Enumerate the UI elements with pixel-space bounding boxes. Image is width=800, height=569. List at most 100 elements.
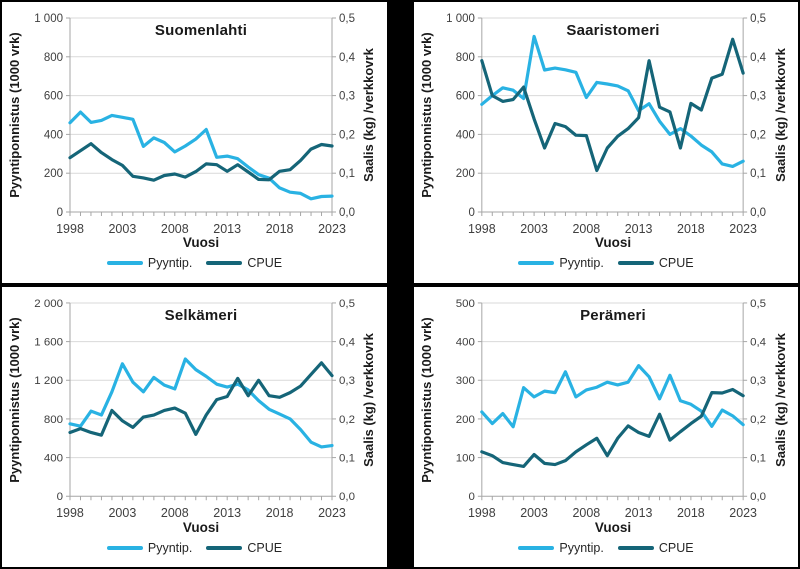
right-tick-label: 0,1 <box>339 168 355 180</box>
left-tick-label: 200 <box>456 168 475 180</box>
right-tick-label: 0,2 <box>339 414 355 426</box>
x-tick-label: 2018 <box>266 506 294 520</box>
left-tick-label: 200 <box>456 414 475 426</box>
right-tick-label: 0,0 <box>750 207 766 219</box>
x-tick-label: 1998 <box>468 506 496 520</box>
right-tick-label: 0,2 <box>339 129 355 141</box>
right-tick-label: 0,0 <box>750 491 766 503</box>
x-tick-label: 2013 <box>213 506 241 520</box>
x-tick-label: 2008 <box>161 222 189 236</box>
legend-item-cpue: CPUE <box>617 541 694 555</box>
right-tick-label: 0,0 <box>339 491 355 503</box>
right-tick-label: 0,4 <box>750 52 767 64</box>
x-axis-title: Vuosi <box>594 235 632 250</box>
legend: Pyyntip. CPUE <box>2 539 387 557</box>
x-tick-label: 2008 <box>161 506 189 520</box>
x-tick-label: 2003 <box>109 506 137 520</box>
right-tick-label: 0,4 <box>750 337 767 349</box>
left-axis-title: Pyyntiponnistus (1000 vrk) <box>7 317 22 483</box>
left-tick-label: 0 <box>57 491 63 503</box>
left-tick-label: 800 <box>44 52 63 64</box>
legend-item-cpue: CPUE <box>617 256 694 270</box>
chart-plot-suomenlahti: 0 0,0 200 0,1 400 0,2 600 0,3 800 0,4 1 000 0,5 1998… <box>34 13 356 236</box>
left-tick-label: 800 <box>44 414 63 426</box>
legend-item-pyyntip: Pyyntip. <box>518 256 604 270</box>
legend: Pyyntip. CPUE <box>414 539 798 557</box>
x-tick-label: 2003 <box>520 222 548 236</box>
legend-item-cpue: CPUE <box>206 256 282 270</box>
x-tick-label: 1998 <box>56 506 84 520</box>
legend-label-pyyntip: Pyyntip. <box>147 256 193 270</box>
right-axis-title: Saalis (kg) /verkkovrk <box>773 48 788 182</box>
legend-label-cpue: CPUE <box>658 256 694 270</box>
x-tick-label: 2018 <box>677 222 705 236</box>
left-axis-title: Pyyntiponnistus (1000 vrk) <box>7 32 22 198</box>
left-tick-label: 400 <box>456 337 475 349</box>
right-tick-label: 0,0 <box>339 207 355 219</box>
right-tick-label: 0,1 <box>339 453 355 465</box>
left-tick-label: 0 <box>468 207 474 219</box>
x-axis-title: Vuosi <box>182 520 220 535</box>
legend-item-pyyntip: Pyyntip. <box>518 541 604 555</box>
right-tick-label: 0,5 <box>339 13 355 25</box>
left-tick-label: 400 <box>44 129 63 141</box>
chart-panel-suomenlahti: 0 0,0 200 0,1 400 0,2 600 0,3 800 0,4 1 000 0,5 1998… <box>2 2 387 283</box>
legend-label-pyyntip: Pyyntip. <box>559 541 604 555</box>
right-axis-title: Saalis (kg) /verkkovrk <box>773 333 788 467</box>
left-tick-label: 300 <box>456 375 475 387</box>
x-axis-title: Vuosi <box>594 520 632 535</box>
chart-title: Perämeri <box>580 307 646 324</box>
left-tick-label: 800 <box>456 52 475 64</box>
x-tick-label: 2018 <box>677 506 705 520</box>
legend-label-cpue: CPUE <box>247 541 283 555</box>
legend-line-pyyntip-icon <box>518 546 555 550</box>
x-axis-title: Vuosi <box>182 235 220 250</box>
x-tick-label: 2023 <box>729 506 757 520</box>
legend: Pyyntip. CPUE <box>414 254 798 272</box>
chart-title: Suomenlahti <box>154 22 248 39</box>
x-tick-label: 2023 <box>729 222 757 236</box>
x-tick-label: 2013 <box>625 222 653 236</box>
series-cpue-line <box>480 387 745 469</box>
left-tick-label: 400 <box>44 453 63 465</box>
series-pyyntip-line <box>68 110 334 201</box>
chart-plot-selkameri: 0 0,0 400 0,1 800 0,2 1 200 0,3 1 600 0,4 2 000 0,5… <box>34 298 356 520</box>
legend: Pyyntip. CPUE <box>2 254 387 272</box>
x-tick-label: 2018 <box>266 222 294 236</box>
right-axis-title: Saalis (kg) /verkkovrk <box>361 333 376 467</box>
right-tick-label: 0,4 <box>339 337 356 349</box>
x-tick-label: 1998 <box>56 222 84 236</box>
right-tick-label: 0,2 <box>750 129 766 141</box>
left-tick-label: 600 <box>456 91 475 103</box>
chart-plot-perameri: 0 0,0 100 0,1 200 0,2 300 0,3 400 0,4 500 0,5 1998 20… <box>456 298 767 520</box>
chart-title: Selkämeri <box>164 307 238 324</box>
chart-panel-saaristomeri: 0 0,0 200 0,1 400 0,2 600 0,3 800 0,4 1 000 0,5 1998… <box>414 2 798 283</box>
series-pyyntip-line <box>480 364 745 429</box>
left-tick-label: 2 000 <box>34 298 63 310</box>
legend-item-cpue: CPUE <box>206 541 282 555</box>
left-axis-title: Pyyntiponnistus (1000 vrk) <box>419 317 434 483</box>
x-tick-label: 2013 <box>213 222 241 236</box>
right-tick-label: 0,3 <box>339 375 355 387</box>
left-tick-label: 400 <box>456 129 475 141</box>
legend-label-cpue: CPUE <box>247 256 283 270</box>
right-tick-label: 0,3 <box>750 91 766 103</box>
left-tick-label: 600 <box>44 91 63 103</box>
series-cpue-line <box>68 142 334 182</box>
x-tick-label: 2023 <box>318 506 346 520</box>
right-tick-label: 0,3 <box>750 375 766 387</box>
left-tick-label: 1 000 <box>34 13 63 25</box>
right-tick-label: 0,3 <box>339 91 355 103</box>
left-tick-label: 200 <box>44 168 63 180</box>
right-tick-label: 0,4 <box>339 52 356 64</box>
chart-panel-selkameri: 0 0,0 400 0,1 800 0,2 1 200 0,3 1 600 0,4 2 000 0,5… <box>2 287 387 567</box>
legend-line-cpue-icon <box>206 261 243 265</box>
legend-line-pyyntip-icon <box>106 546 143 550</box>
right-tick-label: 0,1 <box>750 168 766 180</box>
right-tick-label: 0,5 <box>339 298 355 310</box>
legend-line-cpue-icon <box>617 546 654 550</box>
chart-plot-saaristomeri: 0 0,0 200 0,1 400 0,2 600 0,3 800 0,4 1 000 0,5 1998… <box>446 13 767 236</box>
x-tick-label: 1998 <box>468 222 496 236</box>
series-pyyntip-line <box>68 357 334 449</box>
